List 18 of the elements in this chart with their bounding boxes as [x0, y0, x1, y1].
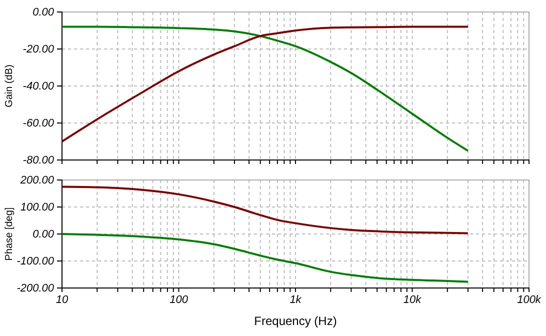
y-axis-title: Gain (dB) [4, 64, 15, 108]
y-tick-label: -80.00 [22, 154, 55, 167]
y-tick-label: -20.00 [22, 44, 55, 56]
y-tick-label: 0.00 [32, 228, 55, 241]
y-tick-label: 100.00 [20, 202, 55, 214]
y-tick-label: 0.00 [32, 6, 55, 19]
x-tick-label: 10k [403, 294, 422, 306]
x-tick-label: 100k [517, 294, 542, 306]
y-tick-label: 200.00 [19, 174, 55, 187]
y-axis-title: Phase [deg] [4, 207, 15, 261]
y-tick-label: -200.00 [16, 282, 55, 295]
y-tick-label: -100.00 [16, 256, 55, 268]
x-tick-label: 100 [170, 294, 189, 306]
x-tick-label: 1k [290, 294, 302, 306]
x-axis-title: Frequency (Hz) [254, 314, 337, 328]
y-tick-label: -40.00 [22, 80, 55, 93]
y-tick-label: -60.00 [22, 118, 55, 130]
x-tick-label: 10 [56, 294, 69, 306]
